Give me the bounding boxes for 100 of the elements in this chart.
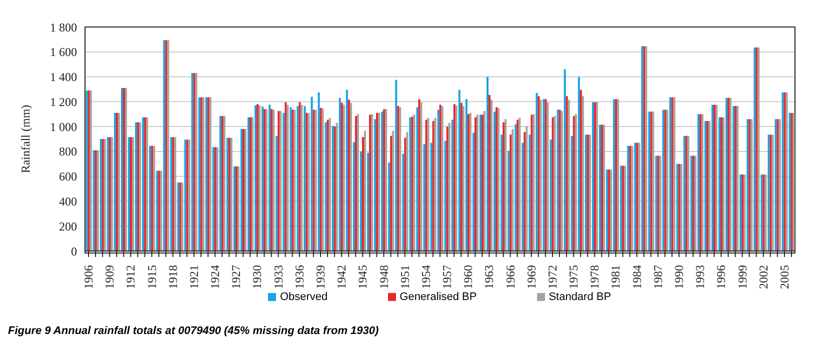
x-tick-label: 1969 — [524, 265, 538, 289]
bar — [276, 136, 278, 251]
x-tick-label: 1978 — [588, 265, 602, 289]
bar — [486, 76, 489, 251]
bar — [346, 90, 348, 251]
bar — [524, 132, 526, 251]
bar — [582, 96, 584, 251]
bar — [568, 100, 570, 251]
x-tick-label: 1984 — [630, 265, 644, 289]
x-tick-label: 1951 — [398, 265, 412, 289]
bar — [603, 124, 606, 251]
bar — [448, 122, 450, 251]
bar — [570, 136, 573, 251]
bar — [364, 130, 366, 251]
bar — [474, 117, 476, 251]
bar — [296, 106, 299, 251]
x-tick-label: 1966 — [503, 265, 518, 289]
y-tick-label: 600 — [59, 170, 77, 184]
bar — [262, 106, 264, 251]
bar — [494, 112, 496, 251]
bar — [502, 122, 505, 251]
bar — [350, 102, 352, 251]
x-tick-label: 1993 — [693, 265, 708, 289]
bar — [304, 106, 306, 251]
x-tick-label: 1975 — [566, 265, 581, 289]
bar — [336, 122, 338, 251]
x-tick-label: 1921 — [186, 265, 201, 289]
y-tick-label: 800 — [59, 144, 77, 159]
x-tick-label: 1924 — [208, 265, 222, 289]
bar — [437, 110, 440, 251]
y-axis-title: Rainfall (mm) — [18, 104, 32, 174]
bar — [512, 129, 514, 251]
x-tick-label: 1936 — [292, 265, 306, 289]
y-tick-label: 1 200 — [50, 94, 77, 109]
bar — [390, 136, 392, 251]
bar — [310, 96, 313, 251]
legend-label: Observed — [280, 291, 328, 303]
bar — [578, 76, 580, 251]
x-tick-label: 1939 — [313, 265, 328, 289]
bar — [286, 104, 289, 251]
x-tick-label: 2005 — [777, 265, 792, 289]
legend-label: Standard BP — [548, 291, 612, 303]
bar — [423, 144, 426, 251]
bar — [566, 96, 568, 251]
bar — [528, 134, 531, 251]
bar — [482, 114, 484, 251]
bar — [432, 120, 434, 251]
bar — [290, 107, 292, 251]
bar — [300, 104, 303, 251]
bar — [420, 102, 422, 251]
bar — [338, 98, 341, 251]
x-tick-label: 1909 — [102, 265, 117, 289]
bar — [458, 90, 460, 251]
bar — [488, 94, 491, 251]
x-tick-label: 1945 — [356, 265, 370, 289]
bar — [540, 100, 542, 251]
x-tick-label: 1906 — [82, 265, 96, 289]
x-tick-label: 1972 — [545, 265, 560, 289]
x-tick-label: 1948 — [376, 265, 391, 289]
bar — [404, 138, 406, 251]
bar — [446, 126, 448, 251]
bar — [416, 107, 418, 251]
x-tick-label: 1930 — [250, 265, 264, 289]
bar — [392, 130, 394, 251]
legend-label: Generalised BP — [400, 291, 477, 303]
bar — [434, 118, 436, 251]
bar — [462, 106, 464, 251]
y-tick-label: 0 — [71, 244, 77, 258]
bar — [526, 126, 528, 251]
x-tick-label: 1987 — [650, 265, 665, 289]
bar — [522, 142, 524, 251]
bar — [514, 124, 517, 251]
bar — [444, 140, 446, 251]
x-tick-label: 1918 — [166, 265, 180, 289]
x-tick-label: 1942 — [334, 265, 349, 289]
bar — [451, 120, 454, 251]
y-tick-label: 1 400 — [50, 70, 77, 84]
y-tick-label: 200 — [59, 219, 77, 234]
x-tick-label: 1912 — [124, 265, 138, 289]
bar — [504, 119, 507, 251]
bar — [360, 151, 362, 251]
x-tick-label: 1933 — [271, 265, 286, 289]
bar — [538, 96, 540, 251]
bar — [536, 92, 538, 251]
x-tick-label: 2002 — [756, 265, 770, 289]
bar — [395, 80, 398, 251]
bar — [508, 150, 510, 251]
bar — [318, 92, 320, 251]
text: Figure 9 Annual rainfall totals at 0079490 (45% missing data from 1930) — [8, 325, 380, 337]
bar — [388, 162, 390, 251]
bar — [460, 102, 462, 251]
x-tick-label: 1957 — [440, 265, 454, 289]
bar — [282, 112, 285, 251]
bar — [430, 142, 432, 251]
bar — [268, 104, 271, 251]
bar — [580, 90, 582, 251]
bar — [402, 154, 404, 251]
bar — [298, 102, 301, 251]
bar — [284, 102, 287, 251]
bar — [564, 69, 566, 251]
